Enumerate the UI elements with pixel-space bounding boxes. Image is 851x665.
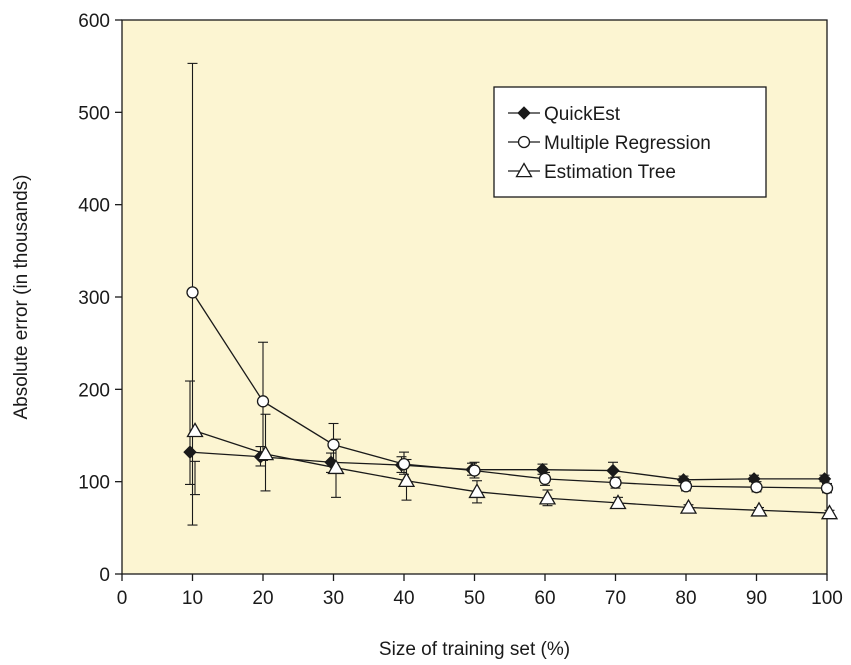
series-markers	[183, 286, 839, 520]
data-point-estimation-tree	[327, 459, 345, 475]
data-point-multiple-regression	[256, 395, 270, 408]
data-point-estimation-tree	[397, 471, 416, 488]
y-tick-label: 400	[78, 196, 110, 217]
data-point-multiple-regression	[679, 480, 693, 493]
data-point-quickest	[183, 445, 197, 459]
x-tick-label: 0	[117, 588, 128, 609]
x-tick-label: 10	[182, 588, 203, 609]
x-tick-label: 20	[252, 588, 273, 609]
data-point-multiple-regression	[820, 481, 834, 495]
x-tick-label: 70	[605, 588, 626, 609]
x-axis-title: Size of training set (%)	[379, 639, 570, 660]
y-axis-title: Absolute error (in thousands)	[11, 174, 32, 419]
legend-label-quickest: QuickEst	[544, 104, 621, 125]
x-tick-label: 90	[746, 588, 767, 609]
data-point-multiple-regression	[186, 286, 199, 299]
x-tick-label: 50	[464, 588, 485, 609]
legend-label-multiple-regression: Multiple Regression	[544, 133, 711, 154]
data-point-multiple-regression	[538, 472, 552, 486]
data-point-estimation-tree	[186, 422, 204, 438]
data-point-multiple-regression	[609, 476, 622, 489]
x-tick-label: 100	[811, 588, 843, 609]
x-tick-label: 30	[323, 588, 344, 609]
data-point-estimation-tree	[750, 501, 768, 517]
x-tick-label: 40	[393, 588, 414, 609]
data-point-quickest	[606, 463, 620, 478]
y-tick-label: 200	[78, 380, 110, 401]
data-point-estimation-tree	[820, 504, 839, 520]
data-point-estimation-tree	[468, 483, 486, 499]
y-tick-label: 500	[78, 103, 110, 124]
legend: QuickEst Multiple Regression Estimation Tr…	[493, 86, 767, 198]
data-point-multiple-regression	[750, 481, 763, 494]
data-point-estimation-tree	[256, 445, 275, 461]
data-point-estimation-tree	[679, 498, 698, 514]
data-point-estimation-tree	[538, 489, 557, 505]
data-point-multiple-regression	[468, 464, 481, 477]
y-tick-label: 100	[78, 473, 110, 494]
legend-marker-quickest	[517, 106, 531, 120]
y-tick-label: 300	[78, 288, 110, 309]
series-lines	[189, 292, 830, 514]
legend-label-estimation-tree: Estimation Tree	[544, 162, 676, 183]
data-point-multiple-regression	[397, 457, 411, 471]
data-point-multiple-regression	[327, 438, 340, 451]
y-tick-label: 600	[78, 11, 110, 32]
x-tick-label: 80	[675, 588, 696, 609]
axes: 0 10 20 30 40 50 60 70 80 90 100 0 100 200 300 400 500 60…	[78, 11, 843, 609]
y-tick-label: 0	[99, 565, 110, 586]
series-line-estimation-tree	[194, 430, 830, 514]
series-line-multiple-regression	[191, 292, 828, 489]
data-point-estimation-tree	[609, 494, 627, 510]
legend-marker-multiple-regression	[517, 135, 531, 149]
x-tick-label: 60	[534, 588, 555, 609]
legend-marker-estimation-tree	[515, 162, 533, 178]
